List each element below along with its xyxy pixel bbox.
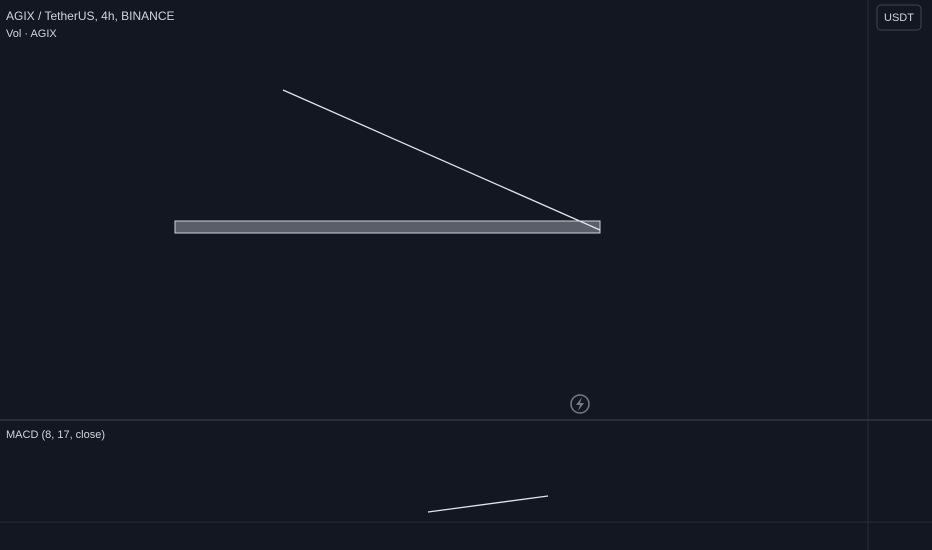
lightning-glyph [576, 397, 584, 411]
volume-legend: Vol · AGIX [6, 28, 57, 40]
macd-legend: MACD (8, 17, close) [6, 429, 105, 441]
symbol-title: AGIX / TetherUS, 4h, BINANCE [6, 9, 175, 23]
currency-button[interactable] [876, 4, 922, 31]
divergence-line [427, 495, 549, 513]
support-zone [174, 220, 601, 234]
currency-button-label[interactable]: USDT [884, 12, 914, 24]
lightning-icon[interactable] [570, 394, 590, 414]
trend-line [282, 89, 601, 231]
